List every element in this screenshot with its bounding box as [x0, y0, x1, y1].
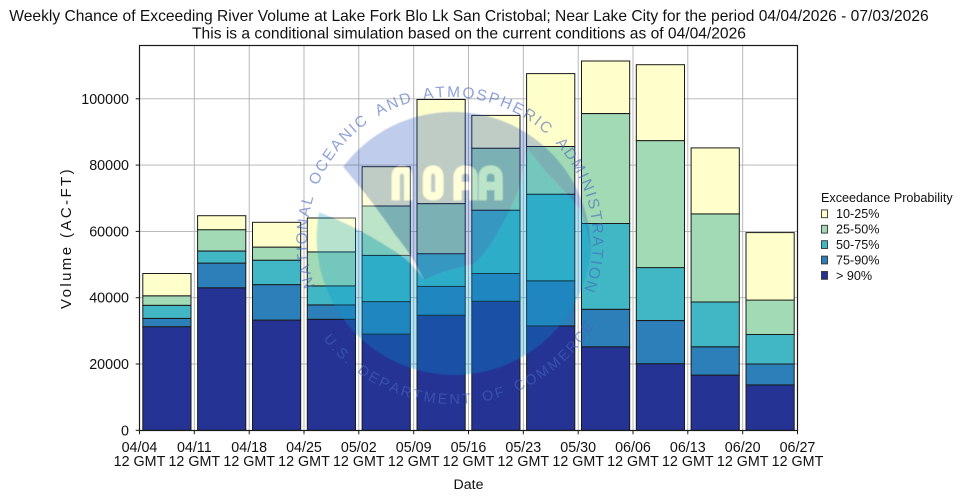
svg-text:12 GMT: 12 GMT: [552, 454, 604, 470]
svg-text:10-25%: 10-25%: [836, 207, 879, 221]
svg-text:Date: Date: [454, 477, 484, 493]
svg-text:S: S: [583, 197, 602, 211]
svg-text:50-75%: 50-75%: [836, 238, 879, 252]
svg-text:I: I: [574, 170, 591, 181]
svg-text:> 90%: > 90%: [836, 269, 872, 283]
svg-text:O: O: [461, 84, 475, 102]
svg-text:N: N: [580, 278, 600, 294]
svg-text:Exceedance Probability: Exceedance Probability: [821, 191, 953, 205]
svg-text:A: A: [589, 236, 606, 247]
svg-text:I: I: [582, 190, 600, 199]
svg-text:12 GMT: 12 GMT: [278, 454, 330, 470]
svg-text:T: T: [294, 252, 312, 264]
svg-text:I: I: [294, 246, 311, 251]
svg-text:I: I: [587, 259, 604, 266]
svg-text:A: A: [422, 85, 435, 103]
svg-text:05/23: 05/23: [505, 440, 541, 456]
svg-text:12 GMT: 12 GMT: [772, 454, 824, 470]
svg-text:40000: 40000: [89, 291, 129, 307]
svg-text:05/16: 05/16: [451, 440, 487, 456]
svg-text:R: R: [398, 383, 413, 401]
svg-text:60000: 60000: [89, 224, 129, 240]
svg-text:N: N: [294, 218, 312, 231]
svg-text:12 GMT: 12 GMT: [114, 454, 166, 470]
svg-text:A: A: [296, 204, 315, 218]
svg-text:05/30: 05/30: [560, 440, 596, 456]
svg-text:R: R: [588, 222, 606, 235]
svg-text:N: N: [449, 392, 460, 408]
svg-text:O: O: [481, 387, 495, 405]
svg-text:T: T: [461, 391, 471, 408]
svg-text:A: A: [296, 262, 315, 276]
svg-text:E: E: [437, 391, 448, 408]
svg-text:T: T: [586, 210, 604, 223]
svg-text:12 GMT: 12 GMT: [333, 454, 385, 470]
svg-text:12 GMT: 12 GMT: [443, 454, 495, 470]
svg-text:04/18: 04/18: [231, 440, 267, 456]
svg-text:D: D: [397, 90, 413, 110]
svg-text:12 GMT: 12 GMT: [168, 454, 220, 470]
svg-text:M: M: [447, 84, 460, 101]
svg-text:Volume (AC-FT): Volume (AC-FT): [58, 167, 75, 309]
svg-text:20000: 20000: [89, 357, 129, 373]
svg-text:12 GMT: 12 GMT: [223, 454, 275, 470]
svg-text:06/20: 06/20: [725, 440, 761, 456]
svg-text:05/02: 05/02: [341, 440, 377, 456]
svg-text:05/09: 05/09: [396, 440, 432, 456]
svg-text:75-90%: 75-90%: [836, 253, 879, 267]
svg-text:0: 0: [121, 423, 129, 439]
svg-text:80000: 80000: [89, 158, 129, 174]
svg-text:04/11: 04/11: [177, 440, 212, 456]
svg-text:12 GMT: 12 GMT: [717, 454, 769, 470]
svg-text:Weekly Chance of Exceeding Riv: Weekly Chance of Exceeding River Volume …: [9, 8, 928, 25]
svg-text:04/25: 04/25: [286, 440, 322, 456]
svg-text:25-50%: 25-50%: [836, 223, 879, 237]
svg-text:12 GMT: 12 GMT: [662, 454, 714, 470]
svg-text:O: O: [294, 232, 311, 244]
svg-text:N: N: [299, 275, 319, 291]
svg-text:12 GMT: 12 GMT: [497, 454, 549, 470]
svg-text:06/27: 06/27: [780, 440, 816, 456]
svg-text:04/04: 04/04: [122, 440, 158, 456]
svg-text:T: T: [411, 387, 423, 405]
svg-text:T: T: [435, 84, 446, 102]
svg-text:T: T: [588, 248, 606, 259]
svg-text:100000: 100000: [81, 92, 129, 108]
svg-text:12 GMT: 12 GMT: [388, 454, 440, 470]
svg-text:12 GMT: 12 GMT: [607, 454, 659, 470]
svg-text:06/06: 06/06: [615, 440, 651, 456]
svg-text:M: M: [422, 389, 436, 407]
svg-text:06/13: 06/13: [670, 440, 706, 456]
svg-text:O: O: [584, 265, 603, 281]
svg-text:S: S: [475, 86, 489, 105]
svg-text:This is a conditional simulati: This is a conditional simulation based o…: [192, 26, 746, 43]
svg-text:P: P: [486, 89, 501, 108]
